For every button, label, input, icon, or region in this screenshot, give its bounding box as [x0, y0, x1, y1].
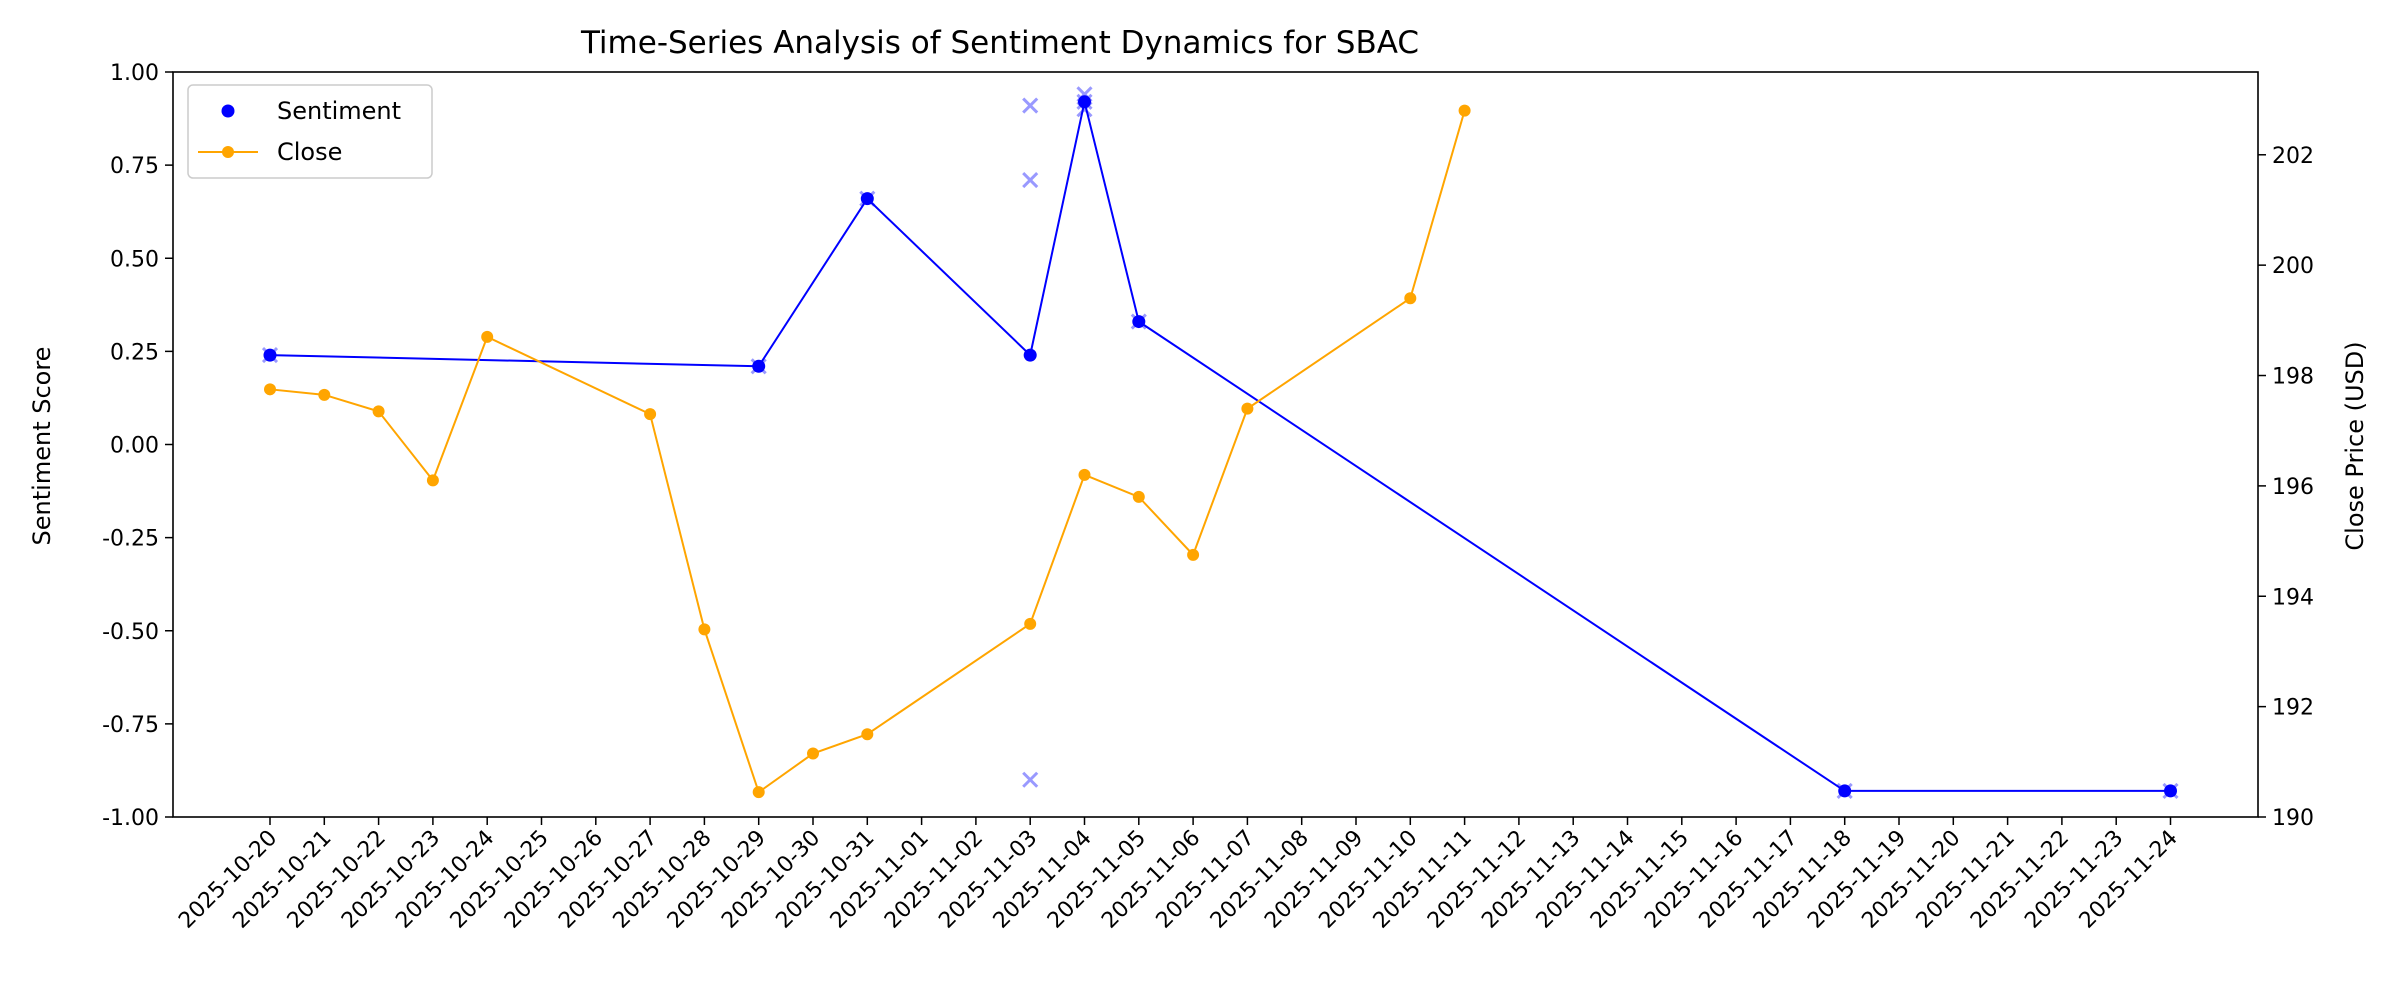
- y-tick-label: 0.50: [110, 247, 159, 272]
- y-tick-label: -1.00: [102, 806, 159, 831]
- raw-sentiment-marker: [1022, 171, 1039, 189]
- close-point: [698, 623, 711, 636]
- sentiment-point: [1078, 95, 1091, 109]
- close-point: [1458, 104, 1471, 117]
- sentiment-point: [1838, 784, 1852, 798]
- close-point: [1404, 292, 1417, 305]
- legend: Sentiment Close: [187, 84, 433, 179]
- y2-tick-label: 194: [2272, 585, 2314, 610]
- legend-sentiment-marker: [221, 104, 235, 118]
- raw-sentiment-marker: [1022, 771, 1039, 788]
- sentiment-point: [2164, 784, 2177, 798]
- y-tick-label: 0.00: [110, 434, 159, 459]
- sentiment-point: [1132, 315, 1146, 329]
- close-point: [644, 408, 657, 421]
- y2-axis: 190 192 194 196 198 200 202: [2258, 144, 2314, 831]
- close-point: [372, 405, 385, 418]
- y-tick-label: -0.25: [102, 527, 159, 552]
- legend-sentiment-label: Sentiment: [277, 97, 401, 125]
- chart-title: Time-Series Analysis of Sentiment Dynami…: [580, 25, 1419, 61]
- close-point: [264, 383, 276, 396]
- close-point: [426, 474, 439, 487]
- close-point: [1078, 468, 1091, 481]
- close-point: [1241, 402, 1254, 415]
- plot-area: [261, 86, 2179, 799]
- y2-tick-label: 192: [2272, 696, 2314, 721]
- y2-tick-label: 196: [2272, 475, 2314, 500]
- sentiment-point: [263, 348, 277, 362]
- y2-tick-label: 190: [2272, 806, 2314, 831]
- close-point: [861, 728, 874, 741]
- y-axis: -1.00 -0.75 -0.50 -0.25 0.00 0.25 0.50 0.75 1.00: [102, 61, 173, 831]
- y2-tick-label: 198: [2272, 365, 2314, 390]
- legend-box: [187, 84, 433, 179]
- close-point: [1132, 490, 1145, 503]
- y2-axis-label: Close Price (USD): [2341, 341, 2369, 550]
- y2-tick-label: 202: [2272, 144, 2314, 169]
- sentiment-line: [269, 101, 2171, 792]
- y-tick-label: -0.75: [102, 713, 159, 738]
- y-axis-label: Sentiment Score: [28, 347, 56, 546]
- sentiment-point: [860, 192, 874, 206]
- raw-sentiment-marker: [1022, 97, 1039, 114]
- close-point: [1187, 548, 1200, 561]
- y-tick-label: 1.00: [110, 61, 159, 86]
- y-tick-label: 0.75: [110, 154, 159, 179]
- close-point: [807, 747, 819, 760]
- close-point: [481, 330, 494, 343]
- legend-close-label: Close: [277, 138, 342, 166]
- legend-close-marker: [222, 146, 234, 158]
- sentiment-point: [1023, 348, 1037, 362]
- y-tick-label: 0.25: [110, 340, 159, 365]
- close-point: [1024, 617, 1037, 630]
- y-tick-label: -0.50: [102, 620, 159, 645]
- close-point: [752, 786, 765, 799]
- close-point: [318, 388, 331, 401]
- sentiment-point: [752, 359, 766, 373]
- y2-tick-label: 200: [2272, 254, 2314, 279]
- plot-frame: [172, 71, 2259, 818]
